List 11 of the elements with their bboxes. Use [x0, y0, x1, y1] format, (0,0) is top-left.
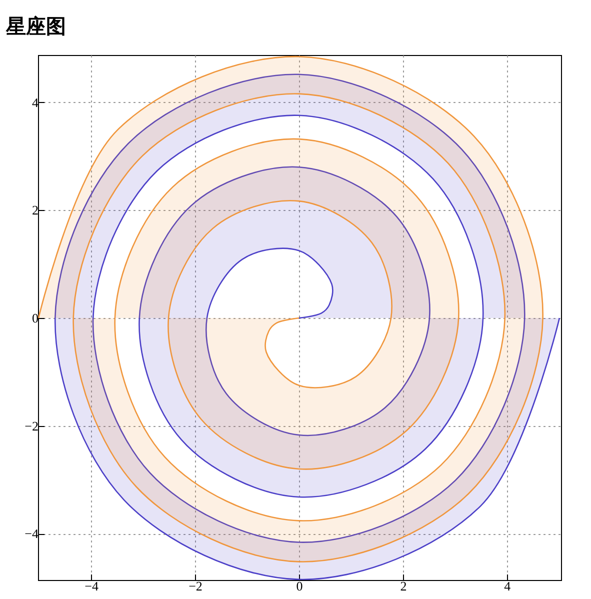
- y-tick-label: −2: [24, 418, 38, 434]
- chart-title: 星座图: [5, 15, 66, 38]
- y-tick-label: −4: [24, 526, 39, 542]
- x-tick-label: 4: [504, 578, 512, 594]
- x-tick-label: −4: [84, 578, 99, 594]
- y-tick-label: 2: [32, 202, 38, 218]
- x-tick-label: 0: [296, 578, 303, 594]
- y-tick-label: 4: [32, 94, 39, 110]
- x-tick-label: 2: [400, 578, 407, 594]
- y-tick-label: 0: [32, 310, 38, 326]
- x-tick-label: −2: [188, 578, 202, 594]
